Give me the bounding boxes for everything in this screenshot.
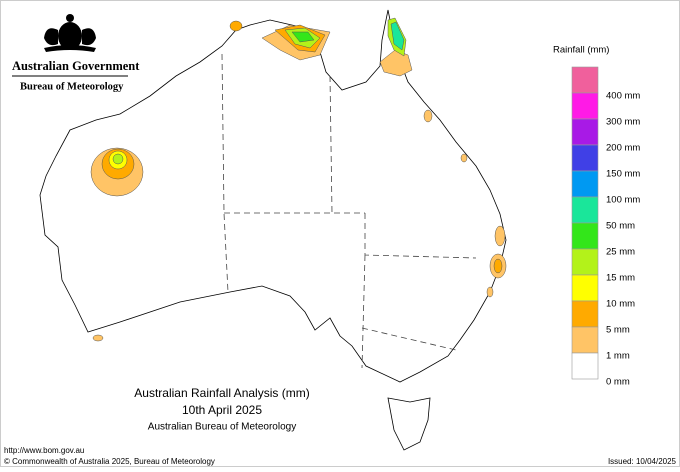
state-borders xyxy=(221,53,477,369)
legend-label: 200 mm xyxy=(606,143,640,154)
legend-swatch xyxy=(571,352,599,380)
legend-label: 1 mm xyxy=(606,351,630,362)
rainfall-areas xyxy=(90,17,507,342)
legend-swatch xyxy=(571,274,599,302)
legend-label: 300 mm xyxy=(606,117,640,128)
legend-label: 25 mm xyxy=(606,247,635,258)
legend-label: 0 mm xyxy=(606,377,630,388)
legend-swatch xyxy=(571,144,599,172)
legend-swatch xyxy=(571,196,599,224)
legend-label: 10 mm xyxy=(606,299,635,310)
legend-swatch xyxy=(571,248,599,276)
map-date: 10th April 2025 xyxy=(182,403,262,417)
crest xyxy=(44,14,96,52)
legend-swatch xyxy=(571,66,599,94)
mainland xyxy=(39,9,507,383)
legend: 400 mm 300 mm 200 mm 150 mm 100 mm 50 mm 25 mm… xyxy=(571,66,640,388)
footer-url: http://www.bom.gov.au xyxy=(4,446,84,455)
map-credit: Australian Bureau of Meteorology xyxy=(148,422,296,433)
legend-label: 400 mm xyxy=(606,91,640,102)
legend-swatch xyxy=(571,92,599,120)
legend-label: 15 mm xyxy=(606,273,635,284)
footer-issued: Issued: 10/04/2025 xyxy=(608,457,677,466)
legend-label: 50 mm xyxy=(606,221,635,232)
agency: Bureau of Meteorology xyxy=(20,81,124,92)
legend-swatch xyxy=(571,118,599,146)
legend-swatch xyxy=(571,170,599,198)
tasmania xyxy=(387,397,431,451)
legend-label: 100 mm xyxy=(606,195,640,206)
legend-label: 5 mm xyxy=(606,325,630,336)
legend-label: 150 mm xyxy=(606,169,640,180)
map-title: Australian Rainfall Analysis (mm) xyxy=(134,386,309,400)
government: Australian Government xyxy=(12,59,140,73)
legend-swatch xyxy=(571,326,599,354)
footer-copyright: © Commonwealth of Australia 2025, Bureau… xyxy=(4,457,215,466)
legend-swatch xyxy=(571,300,599,328)
legend-swatch xyxy=(571,222,599,250)
legend-title: Rainfall (mm) xyxy=(553,45,609,56)
